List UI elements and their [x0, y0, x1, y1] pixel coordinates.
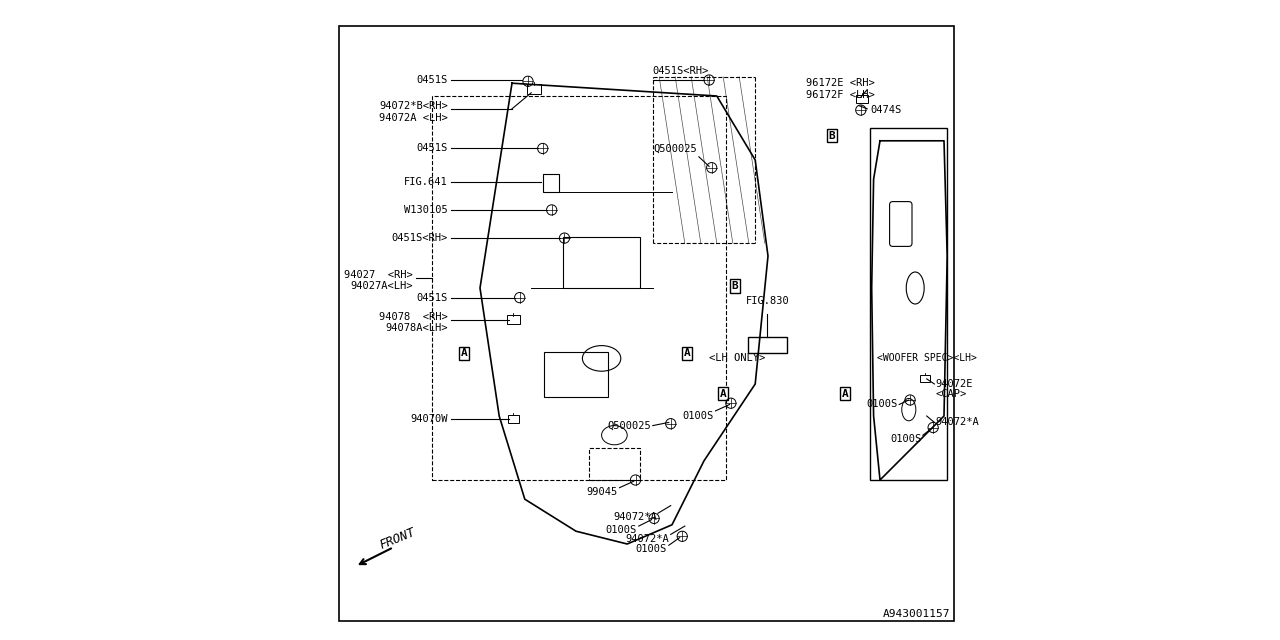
- Text: 94072*A: 94072*A: [613, 512, 657, 522]
- Text: 0100S: 0100S: [636, 544, 667, 554]
- Text: Q500025: Q500025: [608, 420, 652, 431]
- Text: 0100S: 0100S: [891, 434, 922, 444]
- Bar: [856, 95, 868, 103]
- Bar: [433, 96, 727, 480]
- Bar: [527, 84, 541, 94]
- Text: 94072A <LH>: 94072A <LH>: [379, 113, 448, 124]
- Text: A: A: [461, 348, 467, 358]
- Text: 94072E: 94072E: [936, 379, 973, 389]
- Text: 99045: 99045: [586, 486, 618, 497]
- Text: 94072*A: 94072*A: [626, 534, 669, 544]
- Text: FRONT: FRONT: [378, 525, 417, 552]
- Text: 0451S: 0451S: [417, 143, 448, 154]
- Text: FIG.641: FIG.641: [404, 177, 448, 188]
- Bar: [507, 415, 520, 423]
- Text: A: A: [684, 348, 690, 358]
- Text: 94078  <RH>: 94078 <RH>: [379, 312, 448, 322]
- Text: FIG.830: FIG.830: [746, 296, 790, 306]
- Bar: [563, 237, 640, 288]
- Text: 96172E <RH>: 96172E <RH>: [806, 78, 876, 88]
- Text: 96172F <LH>: 96172F <LH>: [806, 90, 876, 100]
- Text: 0451S<RH>: 0451S<RH>: [392, 233, 448, 243]
- Text: 0451S<RH>: 0451S<RH>: [653, 65, 709, 76]
- Text: A: A: [841, 388, 849, 399]
- Text: B: B: [828, 131, 836, 141]
- Text: 94072*A: 94072*A: [936, 417, 979, 428]
- Bar: [544, 352, 608, 397]
- Text: W130105: W130105: [404, 205, 448, 215]
- Text: 94070W: 94070W: [411, 414, 448, 424]
- Bar: [919, 375, 929, 382]
- Text: A943001157: A943001157: [883, 609, 950, 620]
- Text: 0474S: 0474S: [870, 105, 901, 115]
- Bar: [507, 316, 520, 324]
- Text: 94027A<LH>: 94027A<LH>: [351, 281, 412, 291]
- Text: 94027  <RH>: 94027 <RH>: [344, 270, 412, 280]
- Text: B: B: [731, 281, 739, 291]
- Text: 94078A<LH>: 94078A<LH>: [385, 323, 448, 333]
- Text: <LH ONLY>: <LH ONLY>: [709, 353, 765, 364]
- Bar: [589, 448, 640, 480]
- Text: 0100S: 0100S: [682, 411, 714, 421]
- Text: 0451S: 0451S: [417, 75, 448, 85]
- Text: <WOOFER SPEC><LH>: <WOOFER SPEC><LH>: [877, 353, 977, 364]
- Bar: [543, 174, 559, 192]
- Text: A: A: [719, 388, 727, 399]
- Text: 0451S: 0451S: [417, 292, 448, 303]
- Bar: [870, 128, 947, 480]
- Text: <CAP>: <CAP>: [936, 388, 966, 399]
- Bar: [748, 337, 787, 353]
- Text: Q500025: Q500025: [654, 143, 698, 154]
- Text: 0100S: 0100S: [867, 399, 897, 410]
- Text: 94072*B<RH>: 94072*B<RH>: [379, 100, 448, 111]
- Text: 0100S: 0100S: [605, 525, 637, 535]
